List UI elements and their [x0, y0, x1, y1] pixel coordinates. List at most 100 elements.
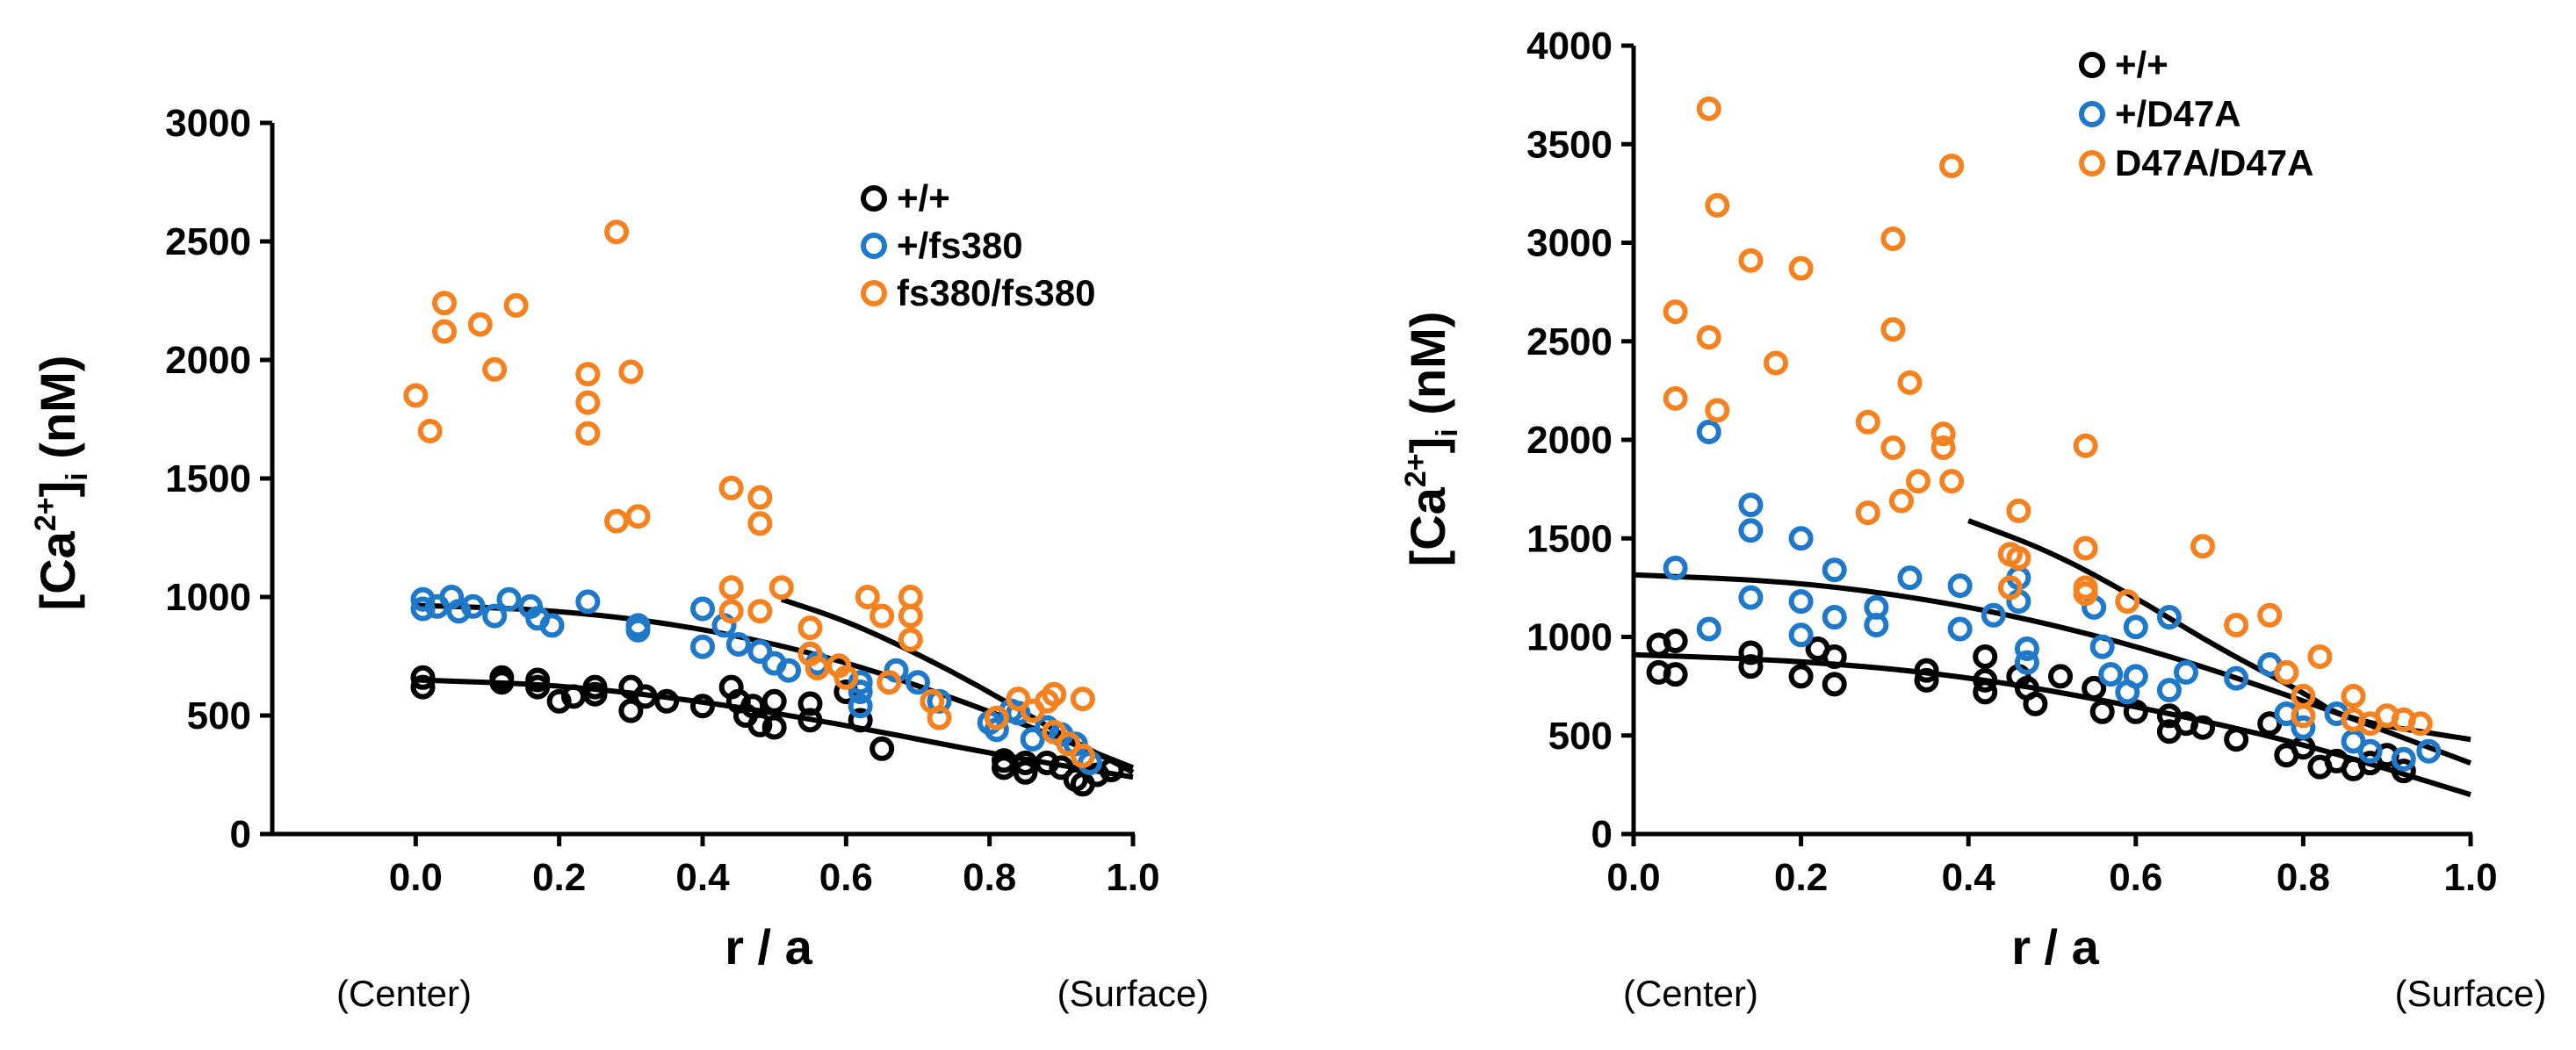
- left-point-fs380-fs380: [618, 359, 644, 385]
- right-point--D47A: [2014, 650, 2039, 675]
- right-x-tick-label: 0.0: [1606, 856, 1660, 899]
- left-fit-line: [415, 677, 1134, 780]
- right-point--D47A: [1738, 493, 1764, 518]
- right-point-D47A-D47A: [1897, 370, 1923, 395]
- right-point--: [2123, 699, 2148, 724]
- left-y-axis-label-sub: i: [61, 472, 94, 480]
- right-point-D47A-D47A: [2274, 659, 2299, 685]
- left-x-tick-label: 1.0: [1106, 856, 1159, 899]
- left-legend-label: +/fs380: [897, 225, 1023, 266]
- left-point-fs380-fs380: [432, 319, 457, 344]
- left-chart: 0 500 1000 1500 2000 2500 3000 0.0 0.2 0.4 0.6 0.8 1…: [29, 102, 1209, 1014]
- right-point-D47A-D47A: [1939, 469, 1965, 494]
- right-point-D47A-D47A: [1663, 385, 1688, 411]
- left-point-fs380-fs380: [855, 585, 880, 609]
- left-point--: [410, 665, 436, 690]
- left-point--: [761, 715, 787, 740]
- right-point--D47A: [2098, 662, 2124, 687]
- right-fit-line: [1633, 572, 2472, 766]
- right-point-D47A-D47A: [1788, 255, 1814, 281]
- right-point--D47A: [1696, 420, 1721, 445]
- left-point--: [848, 708, 873, 733]
- right-point--: [1738, 640, 1764, 665]
- right-fit-line: [1633, 651, 2471, 797]
- left-point-fs380-fs380: [467, 312, 493, 337]
- right-x-tick-label: 0.8: [2277, 856, 2330, 899]
- left-x-tick-label: 0.2: [532, 856, 586, 899]
- right-point--D47A: [2173, 659, 2198, 685]
- right-point--: [1822, 644, 1847, 669]
- right-point-D47A-D47A: [2073, 536, 2098, 561]
- right-legend-label: +/+: [2115, 44, 2168, 85]
- left-point--: [410, 674, 436, 700]
- right-point--: [1973, 680, 1998, 705]
- right-point-D47A-D47A: [2073, 433, 2098, 458]
- right-point-D47A-D47A: [2407, 711, 2433, 737]
- left-point-fs380-fs380: [575, 421, 601, 446]
- left-point-fs380-fs380: [718, 475, 744, 500]
- right-point-D47A-D47A: [1696, 96, 1721, 121]
- right-x-axis-label: r / a: [2011, 919, 2099, 974]
- right-point-D47A-D47A: [1880, 227, 1906, 252]
- right-legend-marker: [2079, 150, 2105, 176]
- left-point--: [632, 684, 658, 709]
- left-point--: [1049, 755, 1074, 780]
- left-point--: [690, 694, 715, 719]
- left-point--: [489, 670, 515, 695]
- right-point--: [2023, 691, 2048, 716]
- right-y-tick-label: 0: [1591, 813, 1613, 856]
- right-point--: [1663, 662, 1688, 687]
- right-point--D47A: [1788, 526, 1814, 551]
- left-point--: [1099, 758, 1124, 783]
- right-point--: [1788, 664, 1814, 689]
- right-point-D47A-D47A: [1705, 398, 1730, 423]
- left-point--fs380: [725, 632, 751, 657]
- right-point--: [2391, 759, 2416, 784]
- left-legend-marker: [861, 185, 887, 212]
- right-point--D47A: [2224, 665, 2249, 691]
- right-y-axis-label: [Ca2+]i (nM): [1399, 312, 1464, 567]
- left-y-tick-label: 2500: [165, 220, 251, 263]
- right-point--: [1914, 658, 1939, 683]
- right-point-D47A-D47A: [1764, 350, 1789, 376]
- right-point--: [2082, 675, 2107, 701]
- left-point--fs380: [539, 613, 565, 638]
- left-point-fs380-fs380: [833, 665, 859, 690]
- left-point-fs380-fs380: [718, 599, 744, 624]
- left-point-fs380-fs380: [1006, 687, 1031, 712]
- left-point-fs380-fs380: [503, 292, 529, 318]
- right-point--D47A: [1947, 573, 1973, 599]
- left-point-fs380-fs380: [482, 356, 508, 382]
- right-point--: [1973, 667, 1998, 693]
- right-y-tick-label: 2500: [1526, 320, 1613, 363]
- right-point-D47A-D47A: [2224, 613, 2249, 638]
- right-point--D47A: [1981, 602, 2006, 628]
- left-point--fs380: [848, 694, 873, 719]
- right-point--D47A: [2391, 746, 2416, 772]
- left-point-fs380-fs380: [797, 615, 823, 641]
- left-x-tick-label: 0.8: [963, 856, 1016, 899]
- right-legend-marker: [2079, 101, 2105, 127]
- left-point--: [869, 736, 895, 761]
- right-chart: 0 500 1000 1500 2000 2500 3000 3500 4000 0.0 0.2 0.…: [1399, 25, 2546, 1014]
- right-point-D47A-D47A: [1906, 469, 1931, 494]
- right-point--D47A: [2014, 636, 2039, 661]
- right-point--: [1822, 672, 1847, 697]
- right-point--D47A: [1788, 589, 1814, 615]
- left-y-tick-label: 2000: [165, 339, 251, 382]
- left-point--fs380: [482, 603, 508, 629]
- right-point--: [1914, 667, 1939, 693]
- left-point--fs380: [984, 717, 1009, 743]
- right-point-D47A-D47A: [1705, 192, 1730, 218]
- right-point--D47A: [1864, 613, 1889, 638]
- right-point-D47A-D47A: [2006, 545, 2031, 571]
- right-point--: [1663, 628, 1688, 653]
- left-y-axis-label: [Ca2+]i (nM): [29, 356, 94, 611]
- left-point-fs380-fs380: [604, 219, 629, 245]
- left-point-fs380-fs380: [625, 504, 651, 529]
- right-point--D47A: [1788, 622, 1814, 648]
- left-point--: [797, 691, 823, 716]
- left-point-fs380-fs380: [898, 627, 923, 652]
- left-point-fs380-fs380: [604, 508, 629, 534]
